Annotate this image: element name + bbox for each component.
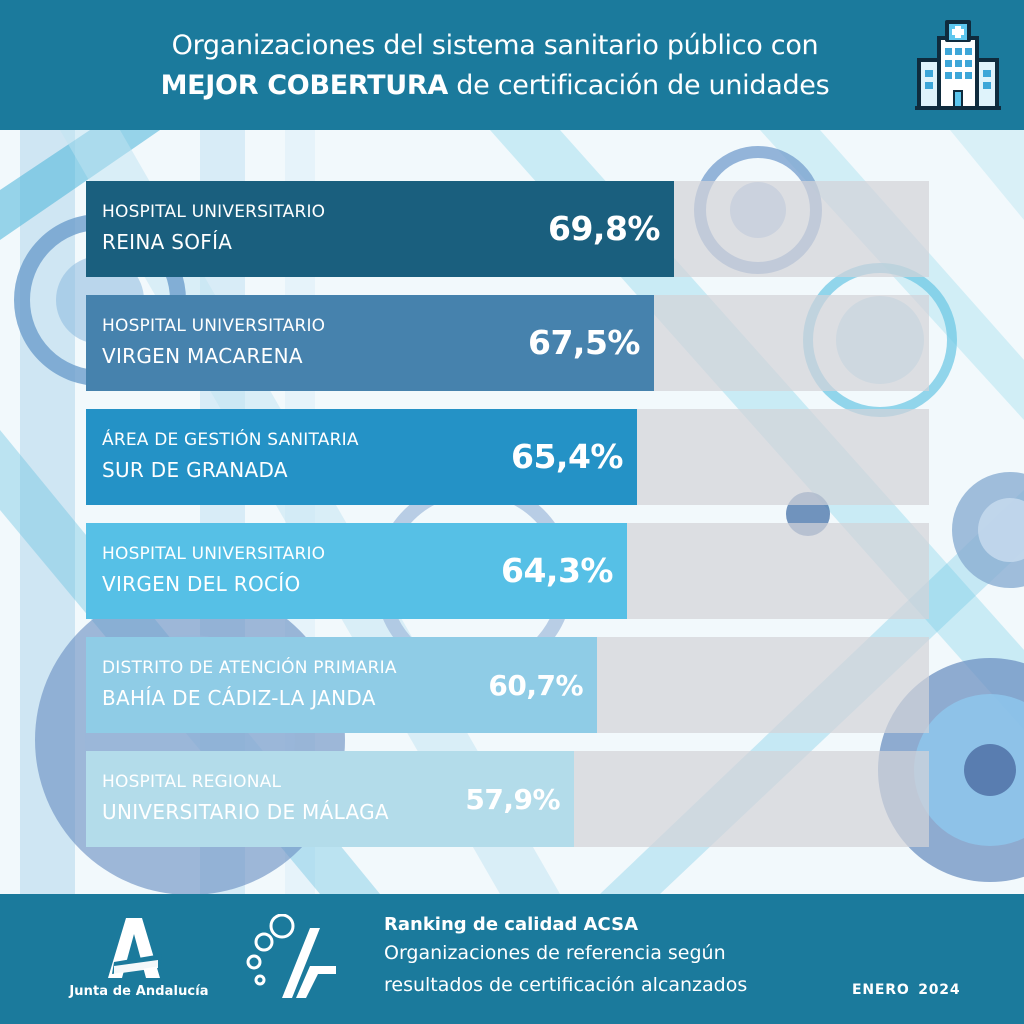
bar-value-label: 60,7% — [488, 669, 583, 702]
bar-2 — [86, 295, 654, 391]
bar-label-line-2: VIRGEN MACARENA — [102, 344, 303, 368]
hospital-icon — [915, 20, 1001, 110]
bar-value-label: 65,4% — [511, 437, 624, 476]
bar-label: HOSPITAL REGIONAL UNIVERSITARIO DE MÁLAGA — [102, 772, 389, 824]
bar-label-line-1: HOSPITAL UNIVERSITARIO — [102, 544, 326, 564]
bar-label-line-1: HOSPITAL REGIONAL — [102, 772, 282, 792]
bar-label: HOSPITAL UNIVERSITARIO VIRGEN MACARENA — [102, 316, 326, 368]
bar-6 — [86, 751, 574, 847]
bar-label-line-2: VIRGEN DEL ROCÍO — [102, 572, 301, 596]
bar-label-line-2: SUR DE GRANADA — [102, 458, 288, 482]
bar-label: ÁREA DE GESTIÓN SANITARIA SUR DE GRANADA — [102, 430, 359, 482]
title-line-2: MEJOR COBERTURA de certificación de unid… — [0, 70, 990, 101]
bar-label: HOSPITAL UNIVERSITARIO REINA SOFÍA — [102, 202, 326, 254]
acsa-logo — [246, 914, 336, 998]
bar-label-line-1: HOSPITAL UNIVERSITARIO — [102, 202, 326, 222]
bar-label: HOSPITAL UNIVERSITARIO VIRGEN DEL ROCÍO — [102, 544, 326, 596]
bar-label-line-2: REINA SOFÍA — [102, 230, 233, 254]
bar-label-line-2: BAHÍA DE CÁDIZ-LA JANDA — [102, 686, 376, 710]
bar-value-label: 67,5% — [528, 323, 641, 362]
title-line-2-rest: de certificación de unidades — [448, 70, 830, 101]
bar-value-label: 57,9% — [465, 783, 560, 816]
title-highlight: MEJOR COBERTURA — [160, 70, 449, 101]
bar-value-label: 64,3% — [501, 551, 614, 590]
footer-banner: Junta de Andalucía Ranking de calidad AC… — [0, 894, 1024, 1024]
bar-label-line-1: ÁREA DE GESTIÓN SANITARIA — [102, 430, 359, 450]
bar-label-line-1: HOSPITAL UNIVERSITARIO — [102, 316, 326, 336]
ranking-subtitle-line-1: Organizaciones de referencia según — [384, 942, 726, 964]
bar-5 — [86, 637, 597, 733]
junta-de-andalucia-logo — [108, 918, 162, 978]
bar-3 — [86, 409, 637, 505]
title-line-1: Organizaciones del sistema sanitario púb… — [171, 30, 819, 61]
date-label: ENERO 2024 — [852, 982, 961, 998]
junta-de-andalucia-name: Junta de Andalucía — [69, 984, 209, 999]
bar-4 — [86, 523, 627, 619]
bar-1 — [86, 181, 674, 277]
ranking-title: Ranking de calidad ACSA — [384, 914, 638, 935]
bar-label: DISTRITO DE ATENCIÓN PRIMARIA BAHÍA DE CÁ… — [102, 658, 397, 710]
bar-value-label: 69,8% — [548, 209, 661, 248]
bar-label-line-1: DISTRITO DE ATENCIÓN PRIMARIA — [102, 658, 397, 678]
bar-label-line-2: UNIVERSITARIO DE MÁLAGA — [102, 800, 389, 824]
header-banner: Organizaciones del sistema sanitario púb… — [0, 0, 1024, 130]
ranking-bar-chart: HOSPITAL UNIVERSITARIO REINA SOFÍA 69,8% HO… — [0, 130, 1024, 894]
ranking-subtitle-line-2: resultados de certificación alcanzados — [384, 974, 748, 996]
